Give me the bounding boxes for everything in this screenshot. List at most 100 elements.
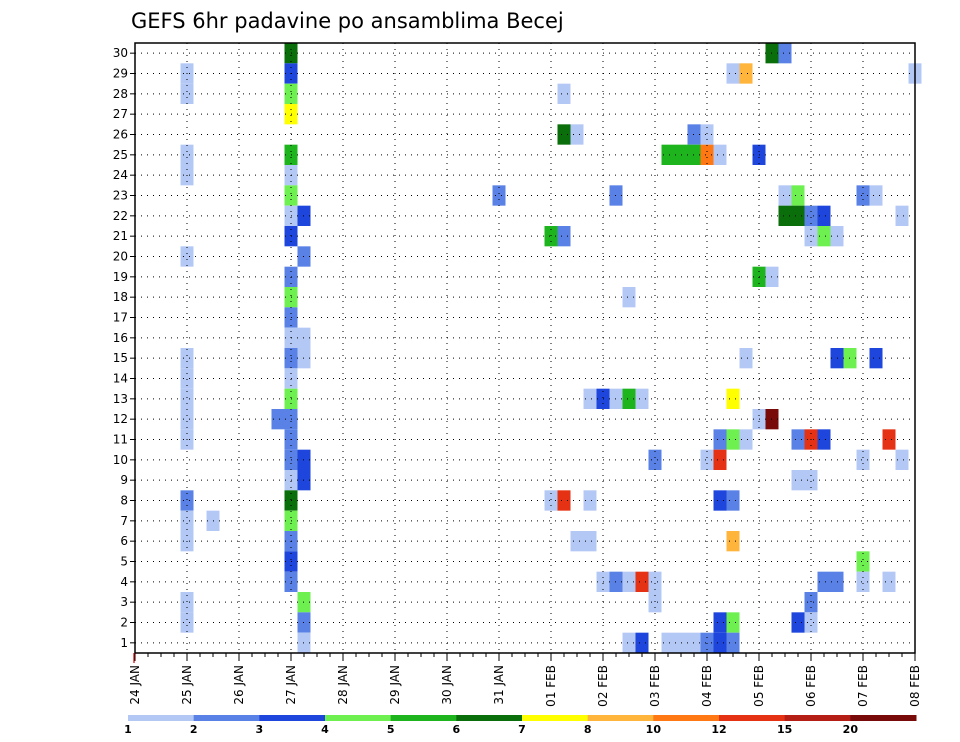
heatmap-cell: [778, 205, 792, 226]
heatmap-cell: [791, 205, 805, 226]
y-tick-label: 28: [113, 87, 128, 101]
y-tick-label: 18: [113, 290, 128, 304]
x-tick-label: 26 JAN: [232, 665, 246, 705]
y-tick-label: 20: [113, 250, 128, 264]
y-tick-label: 7: [120, 514, 128, 528]
x-tick-label: 29 JAN: [388, 665, 402, 705]
legend-color-swatch: [522, 715, 589, 721]
x-tick-label: 02 FEB: [596, 665, 610, 707]
heatmap-cell: [635, 632, 649, 653]
heatmap-cell: [856, 185, 870, 206]
heatmap-cell: [180, 388, 194, 409]
legend-color-swatch: [850, 715, 917, 721]
y-axis: 1234567891011121314151617181920212223242…: [113, 46, 135, 650]
y-tick-label: 25: [113, 148, 128, 162]
heatmap-cell: [557, 124, 571, 145]
legend-color-swatch: [259, 715, 326, 721]
x-tick-label: 30 JAN: [440, 665, 454, 705]
heatmap-cell: [180, 510, 194, 531]
heatmap-cell: [791, 429, 805, 450]
x-tick-label: 27 JAN: [284, 665, 298, 705]
heatmap-cell: [713, 429, 727, 450]
heatmap-cell: [869, 348, 883, 369]
heatmap-cell: [180, 592, 194, 613]
y-tick-label: 26: [113, 128, 128, 142]
heatmap-cell: [583, 388, 597, 409]
heatmap-cell: [726, 490, 740, 511]
x-axis: 24 JAN 25 JAN 26 JAN 27 JAN 28 JAN 29 JAN 30 J…: [128, 653, 922, 707]
heatmap-cell: [700, 144, 714, 165]
y-tick-label: 27: [113, 107, 128, 121]
heatmap-cell: [713, 632, 727, 653]
y-tick-label: 19: [113, 270, 128, 284]
y-tick-label: 9: [120, 473, 128, 487]
x-tick-label: 07 FEB: [856, 665, 870, 707]
heatmap-cell: [557, 83, 571, 104]
y-tick-label: 3: [120, 595, 128, 609]
x-tick-label: 24 JAN: [128, 665, 142, 705]
y-tick-label: 11: [113, 433, 128, 447]
heatmap-cell: [622, 571, 636, 592]
heatmap-cell: [180, 612, 194, 633]
heatmap-cell: [778, 185, 792, 206]
heatmap-cell: [648, 592, 662, 613]
color-legend: 1 2 3 4 5 6 7 8 10 12 15 20: [124, 715, 917, 736]
heatmap-cell: [180, 144, 194, 165]
x-tick-label: 03 FEB: [648, 665, 662, 707]
heatmap-cell: [804, 226, 818, 247]
y-tick-label: 17: [113, 311, 128, 325]
heatmap-cell: [739, 429, 753, 450]
heatmap-cell: [856, 449, 870, 470]
heatmap-cell: [180, 409, 194, 430]
y-tick-label: 16: [113, 331, 128, 345]
heatmap-cell: [583, 531, 597, 552]
heatmap-cell: [804, 205, 818, 226]
y-tick-label: 8: [120, 494, 128, 508]
heatmap-cell: [492, 185, 506, 206]
heatmap-cell: [713, 449, 727, 470]
y-tick-label: 4: [120, 575, 128, 589]
heatmap-cell: [791, 185, 805, 206]
heatmap-cell: [635, 388, 649, 409]
legend-color-swatch: [325, 715, 392, 721]
legend-label: 8: [584, 723, 592, 736]
y-tick-label: 14: [113, 372, 128, 386]
heatmap-cell: [661, 144, 675, 165]
heatmap-cell: [804, 612, 818, 633]
heatmap-cell: [882, 571, 896, 592]
legend-color-swatch: [784, 715, 851, 721]
heatmap-cells: [180, 43, 922, 653]
heatmap-cell: [804, 592, 818, 613]
heatmap-cell: [648, 449, 662, 470]
heatmap-cell: [791, 612, 805, 633]
x-tick-label: 28 JAN: [336, 665, 350, 705]
heatmap-cell: [180, 348, 194, 369]
legend-color-swatch: [653, 715, 720, 721]
heatmap-cell: [544, 226, 558, 247]
y-tick-label: 6: [120, 534, 128, 548]
legend-color-swatch: [456, 715, 523, 721]
heatmap-cell: [726, 388, 740, 409]
legend-label: 15: [777, 723, 792, 736]
y-tick-label: 10: [113, 453, 128, 467]
heatmap-cell: [700, 632, 714, 653]
x-tick-label: 06 FEB: [804, 665, 818, 707]
y-tick-label: 21: [113, 229, 128, 243]
heatmap-cell: [817, 571, 831, 592]
heatmap-cell: [713, 490, 727, 511]
heatmap-cell: [622, 287, 636, 308]
y-tick-label: 24: [113, 168, 128, 182]
heatmap-cell: [869, 185, 883, 206]
legend-color-swatch: [587, 715, 654, 721]
x-tick-label: 25 JAN: [180, 665, 194, 705]
legend-label: 3: [256, 723, 264, 736]
heatmap-cell: [648, 571, 662, 592]
heatmap-cell: [895, 449, 909, 470]
heatmap-cell: [570, 124, 584, 145]
heatmap-cell: [713, 144, 727, 165]
heatmap-cell: [700, 449, 714, 470]
heatmap-cell: [856, 571, 870, 592]
legend-label: 7: [518, 723, 526, 736]
y-tick-label: 13: [113, 392, 128, 406]
